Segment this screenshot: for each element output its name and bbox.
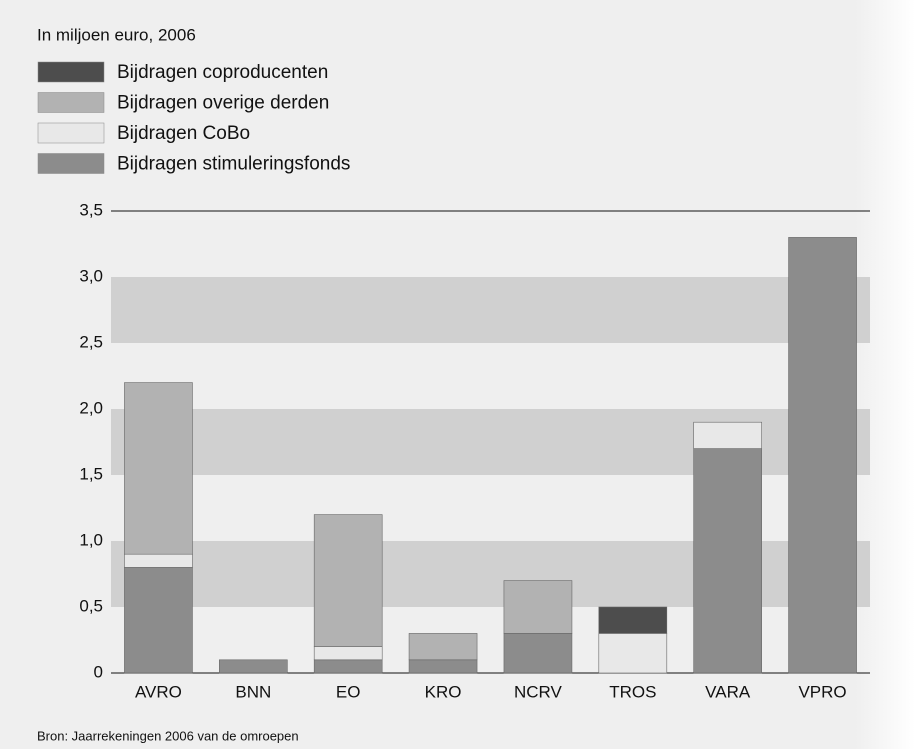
y-tick-label: 1,5 [79, 464, 103, 483]
legend-label: Bijdragen stimuleringsfonds [117, 154, 350, 175]
bar-segment [693, 448, 762, 674]
chart-title: In miljoen euro, 2006 [37, 25, 196, 44]
legend-swatch [37, 61, 105, 83]
y-tick-label: 2,0 [79, 398, 103, 417]
y-tick-label: 0 [94, 662, 103, 681]
bar-segment [124, 553, 193, 568]
x-tick-label: NCRV [514, 682, 563, 701]
x-tick-label: BNN [235, 682, 271, 701]
source: Bron: Jaarrekeningen 2006 van de omroepe… [37, 728, 299, 743]
bar-segment [313, 646, 383, 661]
bar-segment [219, 659, 288, 674]
x-tick-label: AVRO [135, 682, 182, 701]
bar-segment [313, 659, 383, 674]
y-tick-label: 0,5 [79, 596, 103, 615]
bar-segment [788, 237, 857, 674]
y-tick-label: 1,0 [79, 530, 103, 549]
bar-segment [598, 606, 668, 634]
legend-swatch [37, 122, 105, 144]
x-tick-label: EO [336, 682, 361, 701]
legend-label: Bijdragen CoBo [117, 123, 250, 144]
bar-segment [408, 633, 478, 661]
y-tick-label: 3,5 [79, 200, 103, 219]
x-tick-label: VPRO [798, 682, 846, 701]
x-tick-label: VARA [705, 682, 751, 701]
bar-segment [503, 580, 573, 634]
legend-swatch [37, 92, 105, 113]
legend-label: Bijdragen coproducenten [117, 62, 328, 83]
y-tick-label: 3,0 [79, 266, 103, 285]
x-tick-label: TROS [609, 682, 656, 701]
bar-segment [313, 514, 383, 647]
legend-swatch [37, 153, 105, 174]
y-tick-label: 2,5 [79, 332, 103, 351]
bar-segment [408, 659, 478, 674]
bar-segment [503, 633, 573, 674]
background-fade [855, 0, 915, 749]
x-tick-label: KRO [425, 682, 462, 701]
grid-band [111, 277, 870, 343]
legend-label: Bijdragen overige derden [117, 93, 329, 114]
bar-segment [124, 382, 193, 555]
bar-segment [598, 633, 668, 674]
bar-segment [124, 567, 193, 674]
bar-segment [693, 421, 762, 449]
